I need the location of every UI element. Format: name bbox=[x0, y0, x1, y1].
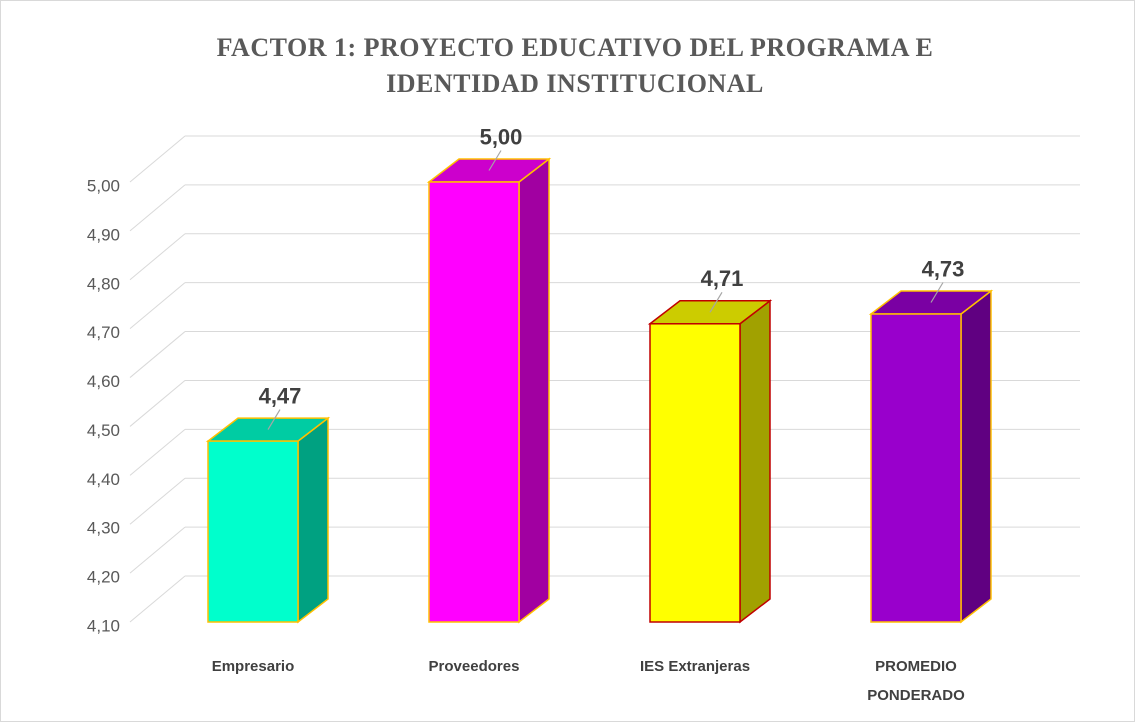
bar bbox=[870, 313, 962, 623]
bar bbox=[428, 181, 520, 623]
leader-line bbox=[267, 409, 281, 430]
y-tick-label: 4,20 bbox=[87, 568, 120, 587]
grid-line-wall bbox=[129, 380, 186, 427]
bar-side bbox=[960, 289, 992, 624]
y-tick-label: 4,60 bbox=[87, 372, 120, 391]
data-label: 4,71 bbox=[701, 266, 744, 291]
data-label: 5,00 bbox=[480, 124, 523, 149]
grid-line-wall bbox=[129, 233, 186, 281]
leader-line bbox=[488, 150, 502, 171]
bar-side bbox=[518, 157, 550, 624]
grid-line-wall bbox=[129, 428, 186, 476]
leader-line bbox=[709, 291, 723, 313]
grid-line-wall bbox=[129, 526, 186, 574]
bar bbox=[207, 440, 299, 623]
data-label: 4,47 bbox=[259, 383, 302, 408]
x-tick-label: Empresario bbox=[211, 658, 295, 675]
grid-line-wall bbox=[129, 282, 186, 330]
x-tick-label: PROMEDIO PONDERADO bbox=[867, 658, 965, 704]
y-tick-label: 4,40 bbox=[87, 470, 120, 489]
bar-side bbox=[739, 299, 771, 624]
y-tick-label: 4,10 bbox=[87, 616, 120, 635]
leader-line bbox=[930, 282, 944, 303]
y-tick-label: 4,90 bbox=[87, 225, 120, 244]
y-tick-label: 4,80 bbox=[87, 274, 120, 293]
data-label: 4,73 bbox=[922, 256, 965, 281]
grid-line-wall bbox=[129, 184, 186, 232]
y-tick-label: 4,70 bbox=[87, 323, 120, 342]
chart-title: FACTOR 1: PROYECTO EDUCATIVO DEL PROGRAM… bbox=[216, 33, 934, 98]
x-tick-label: Proveedores bbox=[428, 658, 520, 675]
y-tick-label: 4,30 bbox=[87, 519, 120, 538]
grid-line-wall bbox=[129, 331, 186, 378]
y-tick-label: 4,50 bbox=[87, 421, 120, 440]
x-tick-label: IES Extranjeras bbox=[639, 658, 751, 675]
y-tick-label: 5,00 bbox=[87, 176, 120, 195]
grid-line-wall bbox=[129, 477, 186, 525]
grid-line-wall bbox=[129, 575, 186, 623]
grid-line-wall bbox=[129, 135, 186, 183]
bar-side bbox=[297, 416, 329, 624]
bar bbox=[649, 323, 741, 623]
